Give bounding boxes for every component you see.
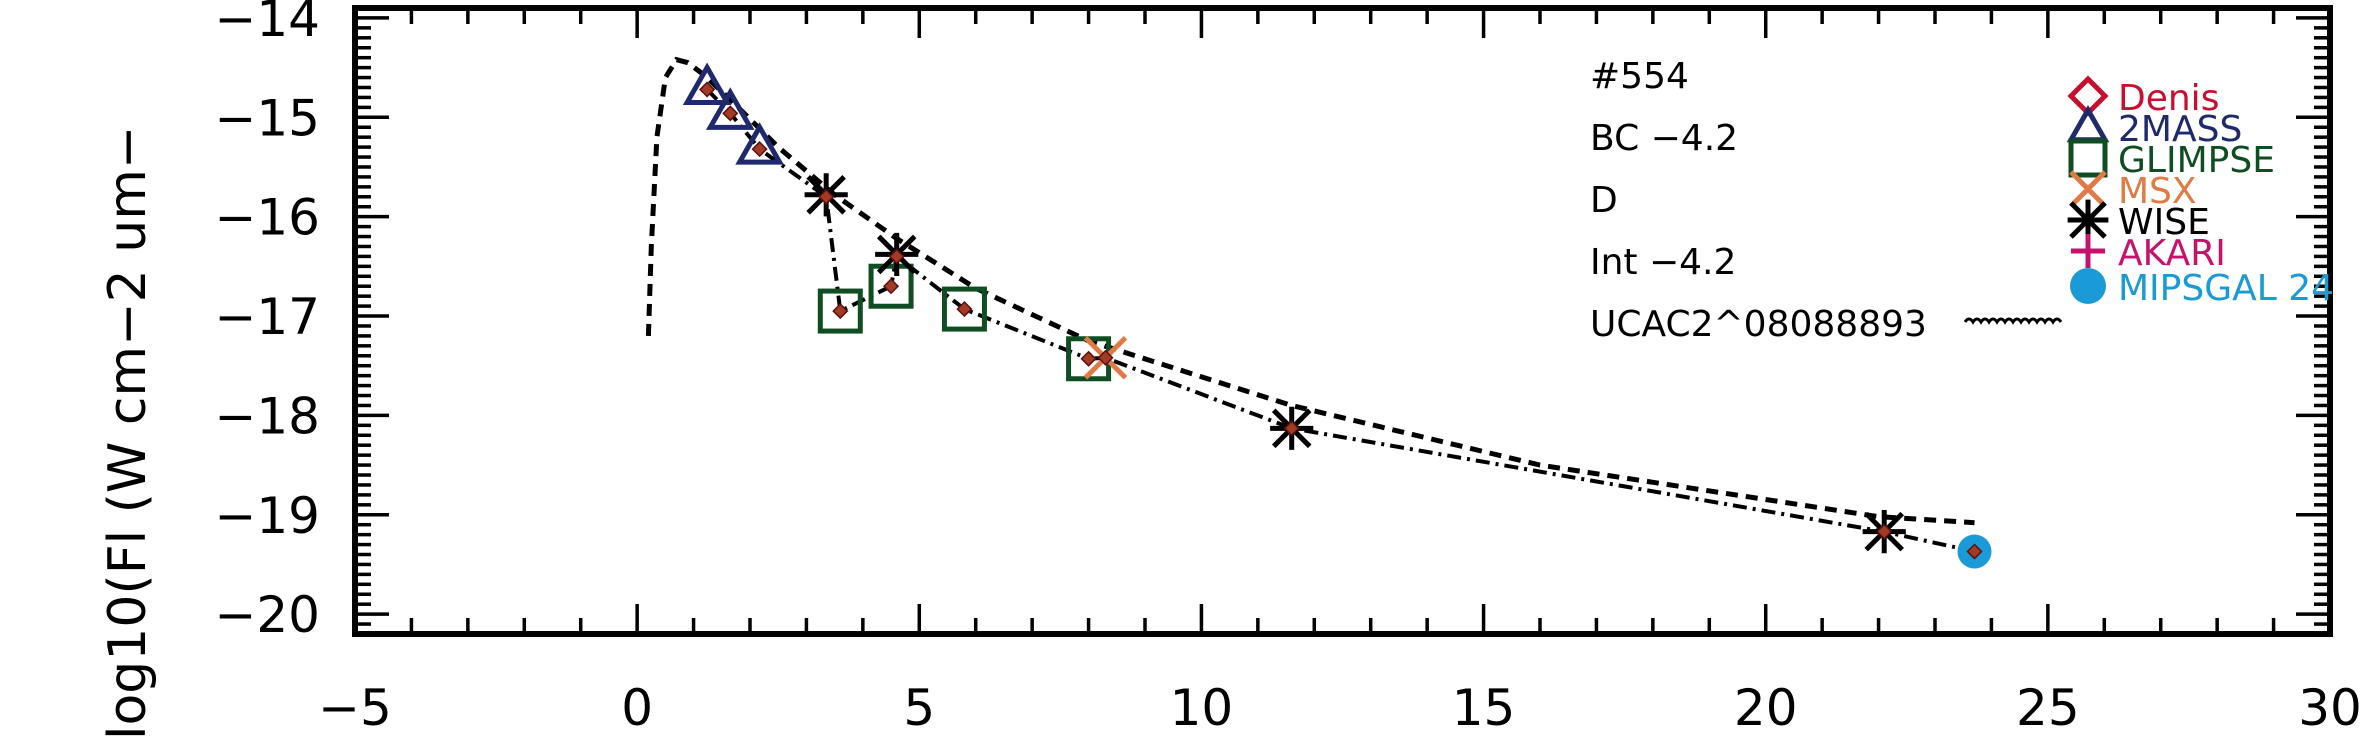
x-tick-label: 0 <box>621 679 653 737</box>
y-tick-label: −14 <box>214 0 320 48</box>
legend-marker-2mass <box>2066 104 2110 143</box>
marker-glimpse <box>817 288 863 334</box>
annotation-text: BC −4.2 <box>1590 118 1738 159</box>
x-tick-label: 30 <box>2298 679 2361 737</box>
legend-marker-akari <box>2071 234 2105 268</box>
annotation-text: Int −4.2 <box>1590 242 1736 283</box>
legend-label: MIPSGAL 24 <box>2118 268 2334 309</box>
marker-fitted-flux <box>1097 349 1114 366</box>
marker-fitted-flux <box>751 141 768 158</box>
x-tick-label: 20 <box>1734 679 1798 737</box>
marker-2mass <box>735 122 784 165</box>
marker-glimpse <box>868 263 914 309</box>
y-tick-label: −16 <box>214 189 320 247</box>
y-tick-label: −15 <box>214 89 320 147</box>
marker-fitted-flux <box>888 248 905 265</box>
y-tick-label: −17 <box>214 288 320 346</box>
marker-fitted-flux <box>1283 420 1300 437</box>
annotation-text: #554 <box>1590 56 1689 97</box>
y-axis-label: log10(Fl (W cm−2 um− <box>98 126 158 740</box>
annotations: #554 BC −4.2 D Int −4.2 UCAC2^08088893 <box>1590 56 2063 345</box>
x-tick-label: 5 <box>903 679 935 737</box>
x-tick-label: 10 <box>1170 679 1234 737</box>
legend-marker-wise <box>2067 199 2109 241</box>
legend-marker-mipsgal-24 <box>2070 268 2106 304</box>
y-tick-label: −18 <box>214 387 320 445</box>
legend-label: 2MASS <box>2118 109 2242 150</box>
legend-marker-glimpse <box>2068 138 2108 178</box>
y-tick-label: −20 <box>214 586 320 644</box>
data-markers <box>682 62 1992 569</box>
marker-fitted-flux <box>883 278 900 295</box>
marker-fitted-flux <box>956 301 973 318</box>
x-tick-label: 25 <box>2016 679 2080 737</box>
annotation-text: UCAC2^08088893 <box>1590 304 1927 345</box>
marker-fitted-flux <box>1876 523 1893 540</box>
annotation-squiggle <box>1963 317 2063 325</box>
x-tick-label: −5 <box>318 679 392 737</box>
plot-frame <box>352 5 2333 637</box>
y-tick-labels: −20 −19 −18 −17 −16 −15 −14 <box>214 0 320 644</box>
marker-fitted-flux <box>818 188 835 205</box>
legend-label: AKARI <box>2118 233 2226 274</box>
model-dashed-line <box>645 56 1975 526</box>
marker-glimpse <box>941 286 987 332</box>
marker-2mass <box>682 62 732 105</box>
marker-fitted-flux <box>699 81 716 98</box>
tick-marks <box>353 6 2332 636</box>
legend-marker-msx <box>2069 170 2107 208</box>
marker-fitted-flux <box>832 303 849 320</box>
annotation-text: D <box>1590 180 1618 221</box>
y-tick-label: −19 <box>214 487 320 545</box>
legend-label: WISE <box>2118 202 2210 243</box>
legend-label: MSX <box>2118 171 2197 212</box>
x-tick-labels: −5 0 5 10 15 20 25 30 <box>318 679 2361 737</box>
legend-label: Denis <box>2118 78 2219 119</box>
marker-fitted-flux <box>1080 350 1097 367</box>
axes <box>352 5 2333 637</box>
x-tick-label: 15 <box>1452 679 1516 737</box>
legend-label: GLIMPSE <box>2118 140 2275 181</box>
marker-fitted-flux <box>722 105 739 122</box>
marker-2mass <box>705 87 755 130</box>
marker-fitted-flux <box>1966 543 1983 560</box>
